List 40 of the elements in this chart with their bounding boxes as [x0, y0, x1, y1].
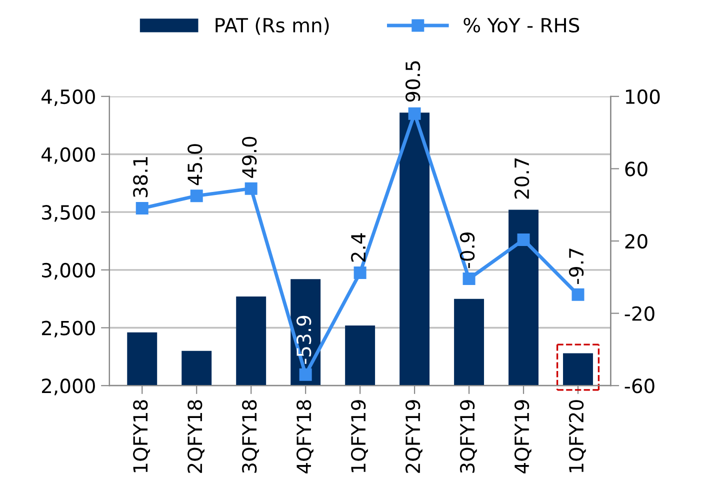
data-label: 49.0	[242, 136, 257, 178]
x-tick-label: 1QFY20	[568, 400, 586, 472]
y-tick-label: 3,500	[42, 205, 95, 222]
y2-tick-label: -60	[624, 378, 654, 394]
y-tick-label: 4,500	[42, 89, 95, 106]
point	[136, 202, 148, 215]
x-tick-label: 3QFY19	[460, 400, 477, 473]
data-label: 2.4	[350, 233, 366, 262]
point	[572, 288, 584, 301]
data-label: -0.9	[460, 232, 475, 268]
x-tick-label: 1QFY18	[133, 400, 150, 472]
point	[354, 266, 366, 280]
data-label: 38.1	[133, 157, 148, 198]
x-tick-label: 3QFY18	[242, 400, 259, 473]
x-tick-label: 2QFY18	[188, 400, 204, 473]
y-tick-label: 2,500	[42, 320, 95, 338]
y2-tick-label: -20	[624, 306, 654, 321]
point	[462, 272, 476, 286]
data-label: -53.9	[296, 316, 312, 364]
point	[408, 107, 421, 120]
point	[299, 368, 312, 381]
x-tick-label: 4QFY19	[514, 400, 532, 474]
legend-label: % YoY - RHS	[464, 18, 580, 33]
data-label: 90.5	[405, 61, 420, 102]
legend-label: PAT (Rs mn)	[216, 18, 329, 35]
point	[190, 190, 203, 202]
data-label: 45.0	[188, 144, 202, 186]
y2-tick-label: 60	[625, 162, 648, 176]
point	[517, 233, 530, 246]
y2-tick-label: 100	[626, 89, 660, 104]
x-tick-label: 4QFY18	[296, 400, 314, 474]
y-tick-label: 4,000	[42, 147, 95, 164]
point	[244, 182, 258, 195]
x-tick-label: 2QFY19	[405, 400, 422, 473]
data-label: -9.7	[568, 248, 584, 284]
y2-tick-label: 20	[625, 234, 648, 249]
y-tick-label: 2,000	[42, 378, 95, 396]
data-label: 20.7	[514, 158, 530, 199]
x-tick-label: 1QFY19	[350, 400, 368, 472]
y-tick-label: 3,000	[42, 262, 95, 280]
